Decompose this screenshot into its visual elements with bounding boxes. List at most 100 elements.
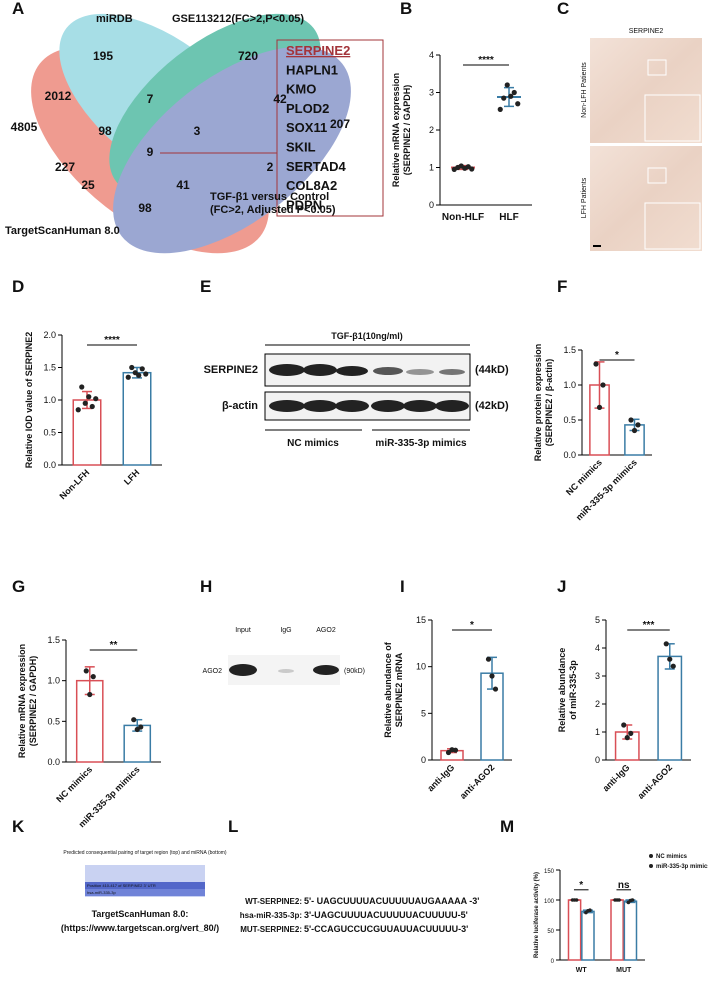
region-count: 2 xyxy=(267,160,274,174)
targetscan-row xyxy=(85,882,205,889)
significance: * xyxy=(615,350,619,361)
region-count: 9 xyxy=(147,145,154,159)
panel-label: K xyxy=(12,817,25,836)
significance: ns xyxy=(618,880,630,891)
y-tick-label: 1.5 xyxy=(43,363,56,373)
bands xyxy=(269,364,469,412)
group: miR-335-3p mimics xyxy=(375,438,467,449)
y-axis-label: SERPINE2 mRNA xyxy=(394,652,404,727)
venn xyxy=(31,13,351,254)
data-point xyxy=(79,384,85,390)
gene: PDPN xyxy=(286,197,322,212)
y-tick-label: 0 xyxy=(421,755,426,765)
inset-box xyxy=(644,202,701,250)
data-point xyxy=(139,366,145,372)
region-count: 195 xyxy=(93,49,113,63)
y-tick-label: 0.0 xyxy=(47,757,60,767)
set-label: miRDB xyxy=(96,13,133,25)
significance: * xyxy=(470,620,474,631)
region-count: 98 xyxy=(98,124,112,138)
x-tick-label: LFH xyxy=(122,467,141,486)
region-count: 720 xyxy=(238,49,258,63)
y-tick-label: 5 xyxy=(421,708,426,718)
gene: SERPINE2 xyxy=(286,43,350,58)
region-count: 98 xyxy=(138,201,152,215)
panel-label: F xyxy=(557,277,567,296)
data-point xyxy=(667,656,673,662)
y-tick-label: 0 xyxy=(551,959,555,965)
protein: AGO2 xyxy=(203,668,223,675)
y-axis-label: Relative abundance xyxy=(557,648,567,733)
y-axis-label: Relative mRNA expression xyxy=(17,644,27,758)
data-point xyxy=(89,403,95,410)
seq-name: WT-SERPINE2: xyxy=(245,897,302,906)
x-tick-label: MUT xyxy=(616,967,632,974)
data-point xyxy=(624,735,630,741)
y-tick-label: 15 xyxy=(416,615,426,625)
y-tick-label: 0.5 xyxy=(47,716,60,726)
y-tick-label: 2 xyxy=(429,125,434,135)
data-point xyxy=(621,722,627,728)
y-tick-label: 4 xyxy=(429,50,434,60)
y-tick-label: 0 xyxy=(595,755,600,765)
ihc-image xyxy=(590,38,702,143)
data-point xyxy=(143,371,149,377)
data-point xyxy=(515,101,521,107)
data-point xyxy=(628,417,634,423)
bands xyxy=(229,664,339,676)
data-point xyxy=(90,674,96,680)
y-tick-label: 1.0 xyxy=(563,380,576,390)
data-point xyxy=(489,673,495,679)
y-tick-label: 1.0 xyxy=(47,676,60,686)
y-axis-label: (SERPINE2 / β-actin) xyxy=(544,359,554,447)
group: NC mimics xyxy=(287,438,339,449)
size: (42kD) xyxy=(475,400,509,412)
y-tick-label: 0 xyxy=(429,200,434,210)
data-point xyxy=(630,898,635,902)
data-point xyxy=(138,724,144,730)
x-tick-label: anti-AGO2 xyxy=(636,762,675,801)
significance: **** xyxy=(478,55,494,66)
set-label: (FC>2, Adjusted P<0.05) xyxy=(210,204,336,216)
panel-label: L xyxy=(228,817,238,836)
y-tick-label: 1 xyxy=(595,727,600,737)
data-point xyxy=(631,427,638,434)
inset-box xyxy=(647,167,667,184)
ihc-image xyxy=(590,146,702,251)
data-point xyxy=(93,396,99,402)
x-tick-label: miR-335-3p mimics xyxy=(574,457,639,522)
y-tick-label: 0.5 xyxy=(563,415,576,425)
data-point xyxy=(628,730,634,737)
panel-label: J xyxy=(557,577,566,596)
y-tick-label: 1.5 xyxy=(47,635,60,645)
region-count: 3 xyxy=(194,124,201,138)
data-point xyxy=(485,656,492,662)
panel-label: D xyxy=(12,277,24,296)
y-axis-label: Relative IOD value of SERPINE2 xyxy=(24,332,34,469)
region-count: 207 xyxy=(330,117,350,131)
y-tick-label: 5 xyxy=(595,615,600,625)
panel-label: A xyxy=(12,0,24,18)
region-count: 25 xyxy=(81,178,95,192)
bar xyxy=(610,899,624,961)
data-point xyxy=(635,422,641,428)
data-point xyxy=(588,908,592,912)
seq: 5'- UAGCUUUUACUUUUUAUGAAAAA -3' xyxy=(304,896,479,906)
gene: SOX11 xyxy=(286,120,327,135)
legend-marker xyxy=(649,864,653,868)
bar xyxy=(623,900,638,961)
region-count: 4805 xyxy=(11,120,38,134)
data-point xyxy=(617,898,621,902)
size: (44kD) xyxy=(475,364,509,376)
source: TargetScanHuman 8.0: xyxy=(92,909,189,919)
x-tick-label: WT xyxy=(576,967,588,974)
seq: 5'-CCAGUCCUCGUUAUUACUUUUU-3' xyxy=(304,924,468,934)
gene: KMO xyxy=(286,82,316,97)
inset-box xyxy=(644,94,701,142)
x-tick-label: anti-AGO2 xyxy=(458,762,497,801)
data-point xyxy=(131,717,137,723)
y-axis-label: (SERPINE2 / GAPDH) xyxy=(402,85,412,176)
panel-label: E xyxy=(200,277,211,296)
header: Predicted consequential pairing of targe… xyxy=(63,850,226,856)
